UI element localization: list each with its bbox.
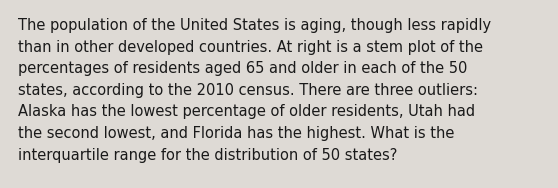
Text: The population of the United States is aging, though less rapidly
than in other : The population of the United States is a… (18, 18, 491, 163)
